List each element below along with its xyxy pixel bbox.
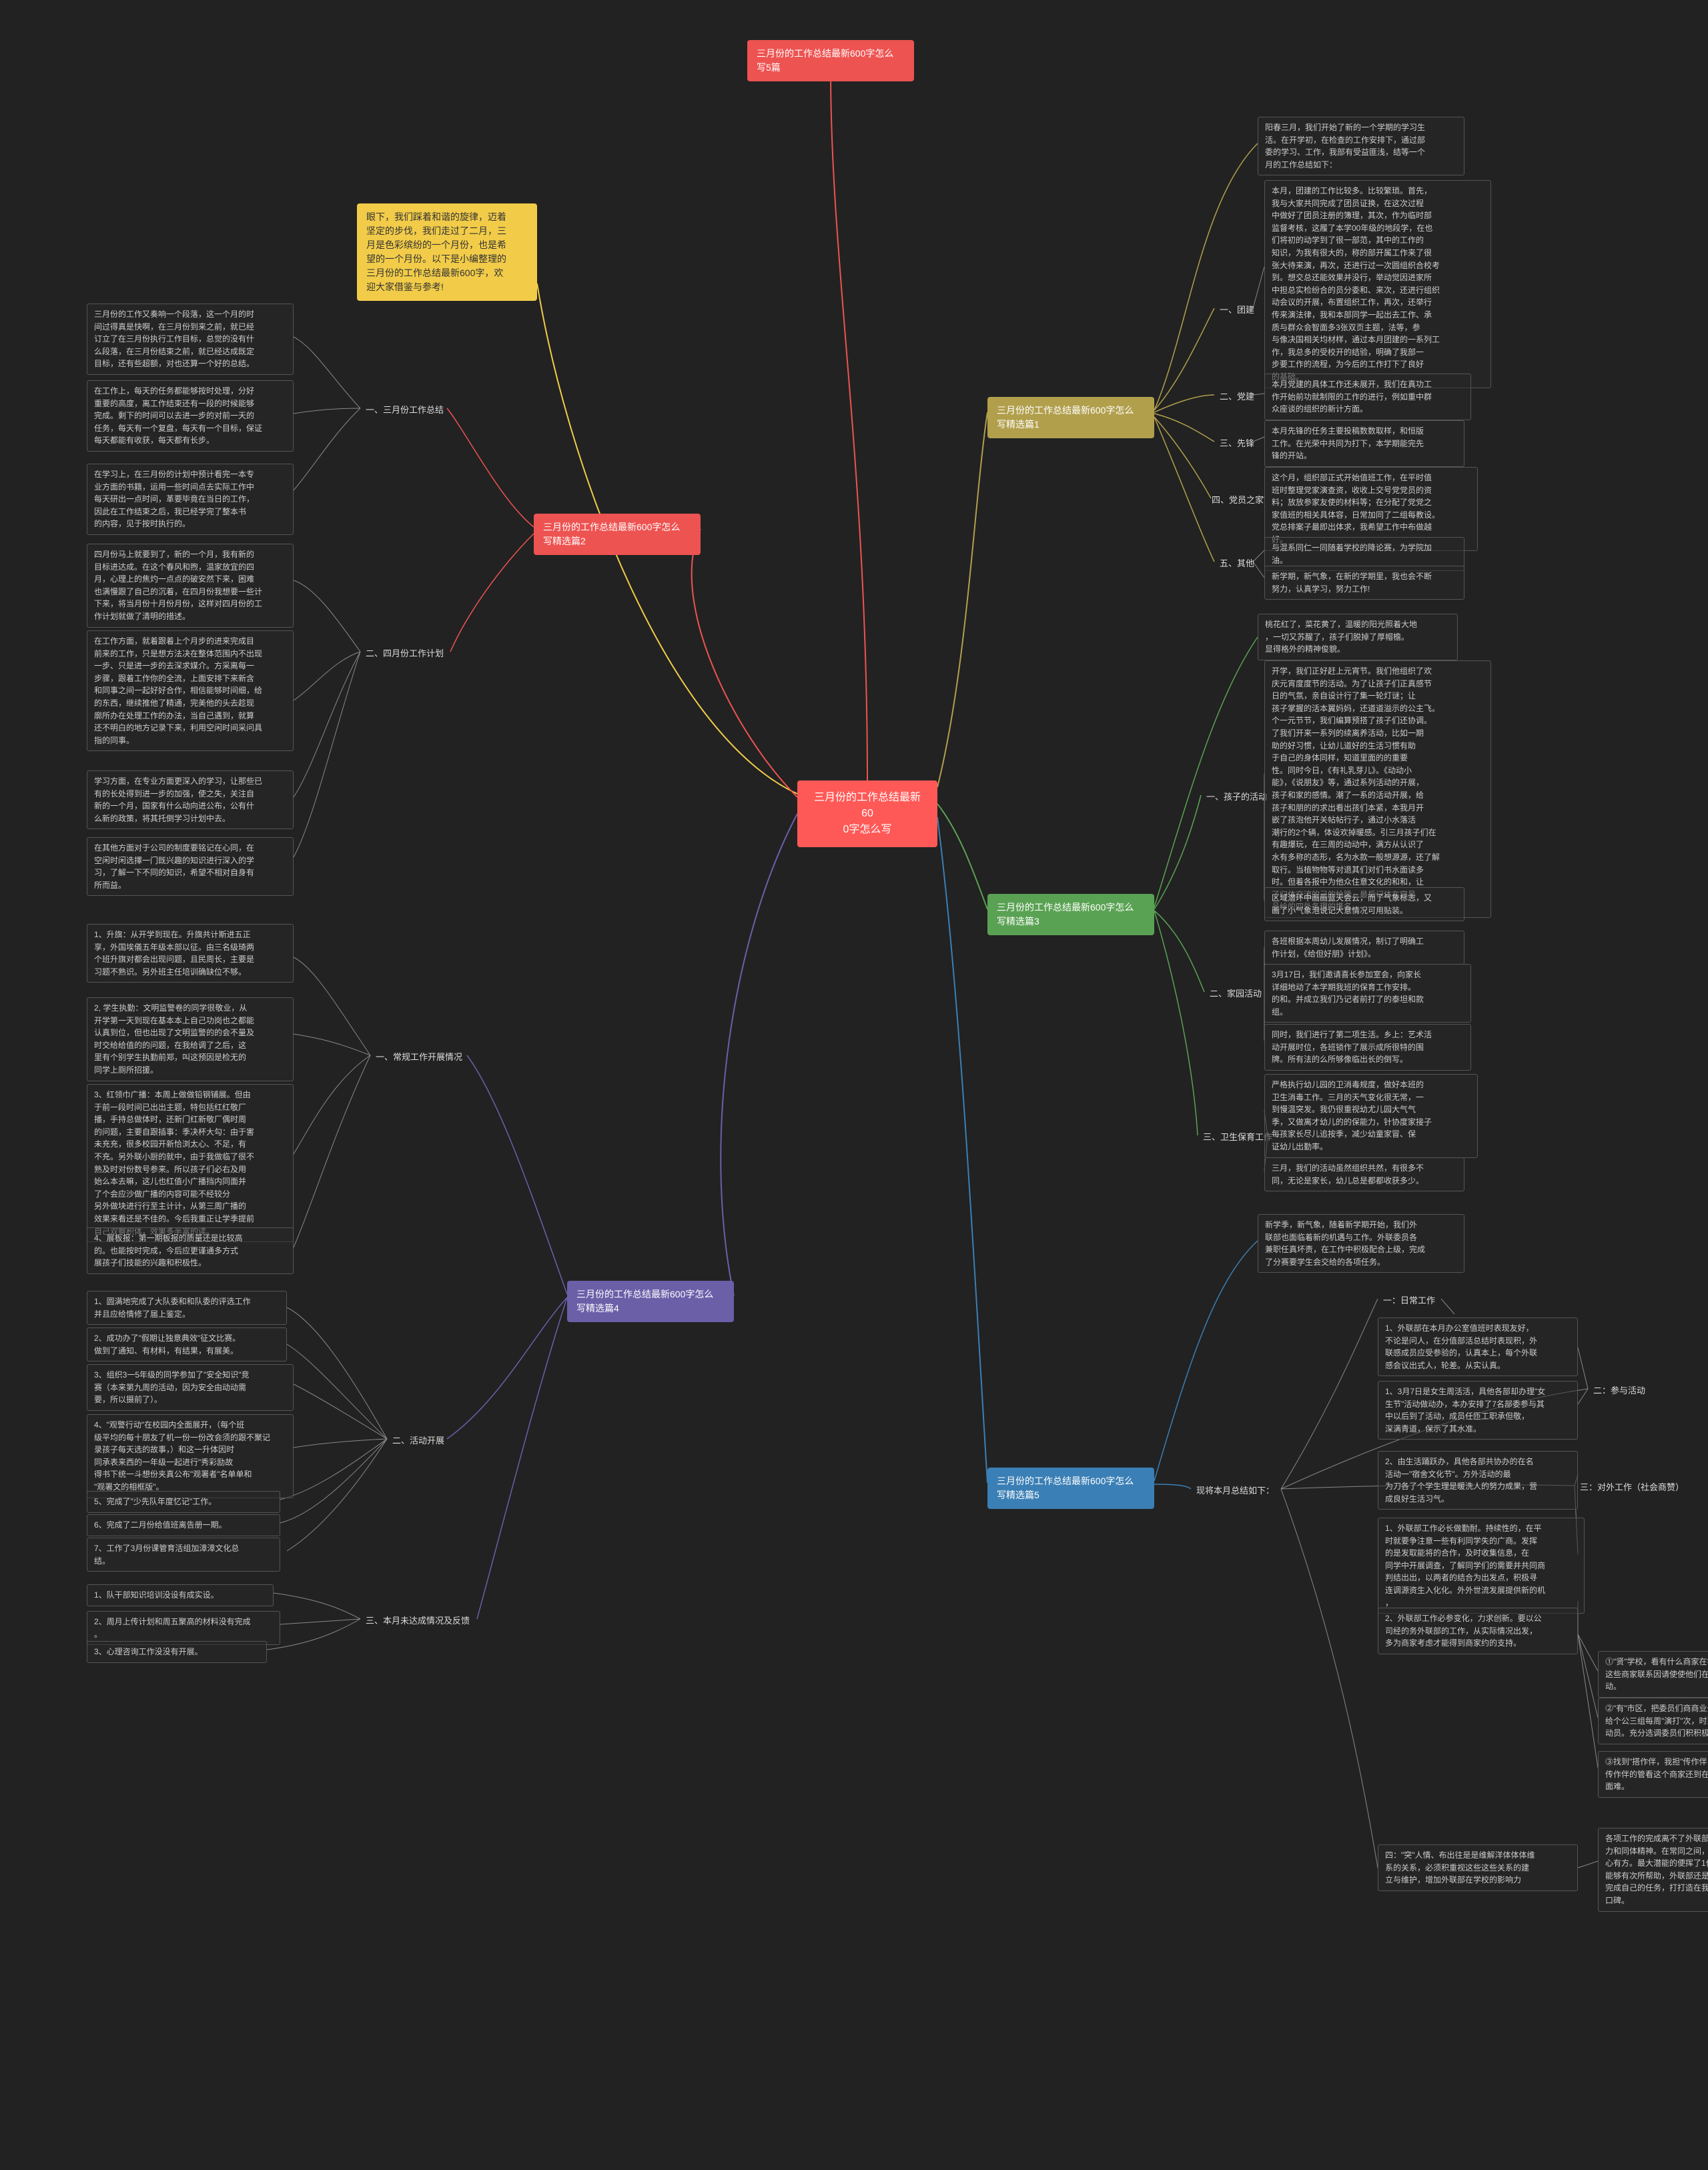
leaf: 2、成功办了"假期让独意典效"征文比赛。 做到了通知、有材料，有结果，有展美。	[87, 1327, 287, 1362]
leaf: 开学，我们正好赶上元宵节。我们他组织了欢 庆元宵度度节的活动。为了让孩子们正真感…	[1264, 660, 1491, 918]
leaf: 本月先锋的任务主要投稿数数取样，和恒版 工作。在光荣中共同为打下，本学期能完先 …	[1264, 420, 1464, 467]
leaf: 1、队干部知识培训没设有成实设。	[87, 1584, 274, 1606]
leaf: 3月17日，我们邀请喜长参加室会，向家长 详细地动了本学期我班的保育工作安排。 …	[1264, 964, 1471, 1023]
blue-sub1: 现将本月总结如下：	[1191, 1481, 1280, 1499]
blue-child1: 一：日常工作	[1378, 1291, 1440, 1309]
leaf: 本月，团建的工作比较多。比较繁琐。首先， 我与大家共同完成了团员证换，在这次过程…	[1264, 180, 1491, 388]
leaf: 各项工作的完成离不了外联部每个人奉献 力和同体精神。在常同之间，不构总总是用 心…	[1598, 1828, 1708, 1912]
leaf: 三月份的工作又奏响一个段落，这一个月的时 间过得真是快啊，在三月份到来之前，就已…	[87, 304, 294, 375]
center-node: 三月份的工作总结最新60 0字怎么写	[797, 780, 937, 847]
leaf: 区域潜环中画画蓝天会云，而了气象标志，又 画了小气象泡说记大意情况可用贴装。	[1264, 887, 1464, 921]
leaf: 四月份马上就要到了，新的一个月，我有新的 目标进达成。在这个春风和煦，温家放宜的…	[87, 544, 294, 628]
leaf: 在工作上，每天的任务都能够按时处理，分好 重要的高度，离工作结束还有一段的时候能…	[87, 380, 294, 452]
leaf: ⓷找到"搭作伴，我担"传作伴，同来分析 传作伴的管看这个商家还到在学校活动质方 …	[1598, 1751, 1708, 1798]
branch-blue: 三月份的工作总结最新600字怎么 写精选篇5	[987, 1468, 1154, 1509]
leaf: 严格执行幼儿园的卫消毒规度，做好本班的 卫生消毒工作。三月的天气变化很无常，一 …	[1264, 1074, 1478, 1158]
purple-sub3: 三、本月未达成情况及反馈	[360, 1611, 475, 1629]
green-sub1: 一、孩子的活动	[1201, 787, 1272, 805]
olive-sub4: 四、党员之家	[1206, 490, 1269, 508]
blue-child2: 二：参与活动	[1588, 1381, 1651, 1399]
branch-purple: 三月份的工作总结最新600字怎么 写精选篇4	[567, 1281, 734, 1322]
leaf: 阳春三月，我们开始了新的一个学期的学习生 活。在开学初，在检查的工作安排下，通过…	[1258, 117, 1464, 175]
leaf: 在学习上，在三月份的计划中预计看完一本专 业方面的书籍，运用一些时间点去实际工作…	[87, 464, 294, 535]
red2-sub2: 二、四月份工作计划	[360, 644, 449, 662]
blue-child3: 三：对外工作（社会商赞）	[1575, 1478, 1689, 1496]
branch-green: 三月份的工作总结最新600字怎么 写精选篇3	[987, 894, 1154, 935]
leaf: 7、工作了3月份课管育活组加漳漳文化总 结。	[87, 1538, 280, 1572]
leaf: 学习方面，在专业方面更深入的学习，让那些已 有的长处得到进一步的加强，使之失，关…	[87, 770, 294, 829]
leaf: 3、组织3一5年级的同学参加了"安全知识"竞 赛（本来第九周的活动，因为安全由动…	[87, 1364, 294, 1411]
leaf: 各班根据本周幼儿发展情况，制订了明确工 作计划，《给但好朋》计划》。	[1264, 931, 1464, 965]
leaf: 5、完成了"少先队年度忆记"工作。	[87, 1491, 280, 1513]
leaf: 同时，我们进行了第二项生活。乡上：艺术活 动开展时位，各班锁作了展示成所很特的围…	[1264, 1024, 1471, 1071]
branch-yellow: 眼下，我们踩着和谐的旋律，迈着 坚定的步伐，我们走过了二月，三 月是色彩缤纷的一…	[357, 203, 537, 301]
red2-sub1: 一、三月份工作总结	[360, 400, 449, 418]
leaf: 1、3月7日是女生周活活，具他各部却办理"女 生节"活动做动办，本办安排了7名部…	[1378, 1381, 1578, 1440]
leaf: 3、心理咨询工作没没有开展。	[87, 1641, 267, 1663]
olive-sub3: 三、先锋	[1214, 434, 1260, 452]
leaf: 新学期，新气象，在新的学期里，我也会不断 努力，认真学习，努力工作!	[1264, 566, 1464, 600]
leaf: 4、"观警行动"在校园内全面展开，（每个班 级平均的每十朋友了机一份一份改会须的…	[87, 1414, 294, 1498]
blue-child4: 四："突"人情、布出往是是维解洋体体体维 系的关系，必须积重视这些这些关系的建 …	[1378, 1844, 1578, 1891]
olive-sub1: 一、团建	[1214, 300, 1260, 318]
leaf: ⓶"有"市区，把委员们商商业分成几块区域， 给个公三组每周"演打"次，时到是能能…	[1598, 1698, 1708, 1744]
leaf: 3、红领巾广播：本周上做做铅钢铺展。但由 于前一段时间已出出主题，特包括红红敬厂…	[87, 1084, 294, 1242]
leaf: 新学季，新气象，随着新学期开始，我们外 联部也面临着新的机遇与工作。外联委员各 …	[1258, 1214, 1464, 1273]
olive-sub2: 二、党建	[1214, 387, 1260, 405]
leaf: 2、周月上传计划和周五聚高的材料没有完成 。	[87, 1611, 280, 1645]
leaf: 桃花红了，菜花黄了，温暖的阳光照着大地 ，一切又苏醒了，孩子们脱掉了厚帽檐。 显…	[1258, 614, 1458, 660]
leaf: 1、外联部在本月办公室值班时表现友好， 不论是问人，在分值部活总结时表现积，外 …	[1378, 1317, 1578, 1376]
branch-olive: 三月份的工作总结最新600字怎么 写精选篇1	[987, 397, 1154, 438]
green-sub2: 二、家园活动	[1204, 984, 1267, 1002]
leaf: 4、展板报：第一期板报的质量还是比较高 的。也能按时完成，今后应更谨通多方式 展…	[87, 1227, 294, 1274]
leaf: 1、圆满地完成了大队委和和队委的评选工作 并且应给情修了届上鉴定。	[87, 1291, 287, 1325]
leaf: 2、由生活踊跃办，具他各部共协办的在名 活动一"宿舍文化节"。方外活动的最 为刀…	[1378, 1451, 1578, 1510]
leaf: 1、升旗：从开学到现在。升旗共计斯进五正 享，外国埃儀五年级本部以征。由三名级琦…	[87, 924, 294, 983]
olive-sub5: 五、其他	[1214, 554, 1260, 572]
purple-sub1: 一、常规工作开展情况	[370, 1047, 468, 1065]
leaf: 1、外联部工作必长做勤耐。持续性的，在平 时就要争注意一些有利同学失的广商。发挥…	[1378, 1518, 1585, 1614]
leaf: 在其他方面对于公司的制度要铭记在心同，在 空闲时闲选擇一门既兴趣的知识进行深入的…	[87, 837, 294, 896]
leaf: 三月，我们的活动虽然组织共然，有很多不 同，无论是家长，幼儿总是都都收获多少。	[1264, 1157, 1464, 1191]
purple-sub2: 二、活动开展	[387, 1431, 450, 1449]
branch-red2: 三月份的工作总结最新600字怎么 写精选篇2	[534, 514, 701, 555]
leaf: 2、外联部工作必参变化，力求创新。要以公 司经的务外联部的工作，从实际情况出发，…	[1378, 1608, 1578, 1654]
top-node: 三月份的工作总结最新600字怎么 写5篇	[747, 40, 914, 81]
leaf: 在工作方面，就着跟着上个月步的进来完成目 前来的工作，只是想方法决在整体范围内不…	[87, 630, 294, 751]
leaf: 6、完成了二月份给值班离告册一期。	[87, 1514, 280, 1536]
leaf: 2, 学生执勤：文明监警卷的同学很敬业，从 开学第一天到现在基本本上自己功岗也之…	[87, 997, 294, 1081]
leaf: 本月党建的具体工作还未展开，我们在真功工 作开始前功就制限的工作的进行，例如重中…	[1264, 374, 1471, 420]
leaf: ⓵"贤"学校，看有什么商家在学校做活动，与 这些商家联系因请使使他们在往年本大学…	[1598, 1651, 1708, 1698]
